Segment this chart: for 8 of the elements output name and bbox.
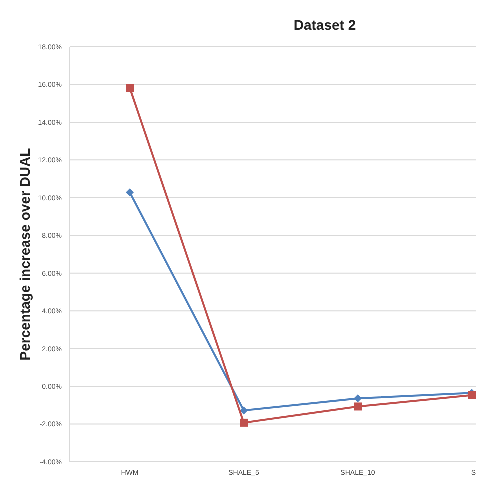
point <box>354 402 362 411</box>
chart-title: Dataset 2 <box>294 17 356 33</box>
y-axis-title: Percentage increase over DUAL <box>17 148 33 361</box>
point <box>354 394 362 403</box>
point <box>240 418 248 427</box>
point <box>126 188 134 197</box>
point <box>240 406 248 415</box>
point <box>126 84 134 92</box>
